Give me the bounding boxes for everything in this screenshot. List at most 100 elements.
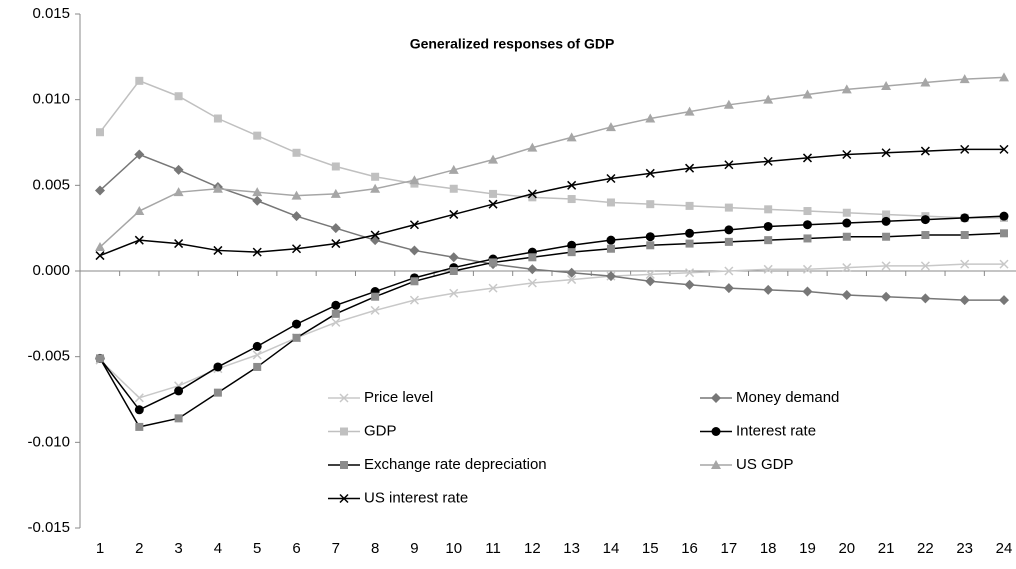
marker xyxy=(370,305,380,315)
marker xyxy=(331,239,341,249)
marker xyxy=(339,493,349,504)
marker xyxy=(567,275,577,285)
marker xyxy=(763,221,773,231)
marker xyxy=(724,203,733,212)
marker xyxy=(330,223,341,234)
marker xyxy=(684,279,695,290)
x-tick-label: 17 xyxy=(721,540,738,557)
marker xyxy=(763,156,773,166)
marker xyxy=(606,235,616,245)
marker xyxy=(331,317,341,327)
marker xyxy=(95,185,105,196)
marker xyxy=(174,414,183,423)
marker xyxy=(842,208,851,217)
marker xyxy=(764,205,773,214)
marker xyxy=(842,218,852,228)
legend-label: Price level xyxy=(364,389,433,406)
marker xyxy=(724,266,734,276)
marker xyxy=(174,239,184,249)
x-tick-label: 15 xyxy=(642,540,659,557)
marker xyxy=(489,258,498,267)
legend-label: GDP xyxy=(364,422,397,439)
marker xyxy=(96,128,104,137)
marker xyxy=(213,362,223,372)
marker xyxy=(606,173,616,184)
series-line xyxy=(99,148,1004,257)
marker xyxy=(999,259,1009,269)
x-tick-label: 5 xyxy=(253,540,261,557)
marker xyxy=(448,164,459,174)
y-tick-label: -0.005 xyxy=(27,348,70,365)
marker xyxy=(370,230,380,240)
marker xyxy=(921,231,930,240)
x-tick-label: 22 xyxy=(917,540,934,557)
series-line xyxy=(99,215,1005,411)
marker xyxy=(291,211,302,222)
marker xyxy=(723,283,734,294)
x-tick-label: 2 xyxy=(135,540,143,557)
marker xyxy=(135,422,144,431)
x-tick-label: 21 xyxy=(878,540,895,557)
marker xyxy=(488,283,498,293)
marker xyxy=(999,72,1009,82)
marker xyxy=(489,189,498,198)
x-tick-label: 11 xyxy=(485,540,501,557)
marker xyxy=(685,268,695,278)
marker xyxy=(920,215,930,225)
marker xyxy=(959,295,970,306)
marker xyxy=(711,460,721,469)
marker xyxy=(292,319,302,329)
marker xyxy=(605,271,616,282)
marker xyxy=(999,295,1009,306)
x-tick-label: 14 xyxy=(603,540,620,557)
marker xyxy=(881,148,891,158)
marker xyxy=(645,276,656,287)
marker xyxy=(803,234,812,243)
marker xyxy=(803,207,812,216)
x-tick-label: 7 xyxy=(332,540,340,557)
marker xyxy=(252,341,262,351)
marker xyxy=(763,284,774,295)
marker xyxy=(711,393,721,403)
marker xyxy=(606,198,615,207)
marker xyxy=(881,216,891,226)
marker xyxy=(409,175,420,185)
chart-title: Generalized responses of GDP xyxy=(410,36,615,52)
marker xyxy=(882,232,891,241)
marker xyxy=(527,278,537,288)
series-line xyxy=(99,153,1004,301)
marker xyxy=(96,354,104,363)
marker xyxy=(95,242,105,252)
marker xyxy=(881,261,891,271)
marker xyxy=(841,289,852,300)
y-tick-label: -0.015 xyxy=(27,519,70,536)
marker xyxy=(528,193,537,202)
marker xyxy=(134,235,144,245)
marker xyxy=(802,264,813,274)
marker xyxy=(1000,229,1008,238)
marker xyxy=(566,267,577,278)
marker xyxy=(842,232,851,241)
marker xyxy=(920,77,931,87)
marker xyxy=(331,309,340,318)
marker xyxy=(881,291,892,302)
marker xyxy=(920,261,930,271)
marker xyxy=(527,142,538,152)
marker xyxy=(331,162,340,171)
marker xyxy=(134,206,145,216)
marker xyxy=(959,74,970,84)
y-tick-label: 0.010 xyxy=(32,91,70,108)
legend-label: US GDP xyxy=(736,456,794,473)
marker xyxy=(646,200,655,209)
marker xyxy=(567,248,576,257)
marker xyxy=(723,99,734,109)
series-line xyxy=(99,263,1004,399)
series-line xyxy=(99,79,1004,219)
marker xyxy=(605,122,616,132)
marker xyxy=(340,461,348,469)
legend-label: Interest rate xyxy=(736,422,816,439)
marker xyxy=(409,220,419,230)
marker xyxy=(528,253,537,262)
x-tick-label: 24 xyxy=(996,540,1013,557)
marker xyxy=(253,131,262,140)
